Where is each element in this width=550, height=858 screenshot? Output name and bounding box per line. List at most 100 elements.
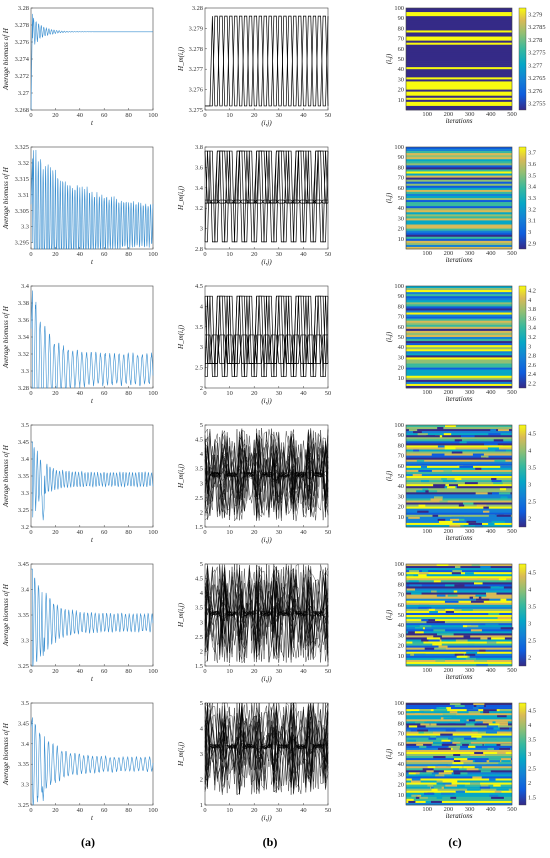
heatmap-noise-cell — [480, 457, 486, 460]
heatmap-noise-cell — [443, 469, 452, 473]
hm-series-line — [205, 295, 329, 377]
x-tick-label: 0 — [203, 529, 206, 536]
y-tick-label: 3.4 — [21, 587, 30, 594]
heatmap-noise-cell — [487, 739, 499, 743]
x-tick-label: 40 — [77, 251, 83, 258]
heatmap-noise-cell — [494, 459, 506, 463]
heatmap-noise-cell — [477, 578, 488, 581]
y-tick-label: 3.45 — [18, 720, 29, 727]
x-axis-label: iterations — [446, 117, 473, 125]
heatmap-noise-cell — [459, 465, 474, 469]
heatmap-noise-cell — [486, 447, 499, 450]
heatmap-noise-cell — [464, 725, 475, 728]
heatmap-noise-cell — [433, 484, 446, 487]
heatmap-noise-cell — [427, 766, 436, 769]
y-tick-label: 40 — [398, 344, 404, 351]
heatmap-row-band — [406, 496, 512, 499]
heatmap-row-band — [406, 153, 512, 156]
colorbar-tick-label: 3.276 — [528, 88, 542, 95]
y-tick-label: 90 — [398, 571, 404, 578]
heatmap-row-band — [406, 101, 512, 105]
heatmap-noise-cell — [419, 772, 432, 775]
hm-series-line — [204, 295, 328, 364]
heatmap-row-band — [406, 290, 512, 293]
heatmap-row-band — [406, 522, 512, 526]
x-tick-label: 10 — [226, 112, 232, 119]
heatmap-noise-cell — [491, 480, 502, 483]
heatmap-noise-cell — [484, 743, 497, 747]
heatmap-row-band — [406, 46, 512, 50]
heatmap-noise-cell — [498, 747, 510, 751]
heatmap-row-band — [406, 361, 512, 364]
heatmap-row-band — [406, 455, 512, 458]
colorbar-tick-label: 3.7 — [528, 150, 537, 157]
heatmap-noise-cell — [494, 514, 504, 518]
heatmap-noise-cell — [499, 488, 507, 491]
heatmap-noise-cell — [468, 522, 482, 526]
heatmap-row-band — [406, 71, 512, 74]
heatmap-noise-cell — [454, 584, 465, 587]
y-axis-label: Average biomass of H — [2, 583, 10, 647]
heatmap-row-band — [406, 592, 512, 595]
heatmap-noise-cell — [451, 572, 461, 575]
y-tick-label: 60 — [398, 185, 404, 192]
x-tick-label: 50 — [325, 668, 331, 675]
heatmap-noise-cell — [451, 760, 461, 763]
heatmap-noise-cell — [430, 645, 444, 648]
heatmap-row-band — [406, 77, 512, 80]
y-axis-label: H_m(i,j) — [177, 741, 185, 767]
heatmap-row-band — [406, 198, 512, 201]
heatmap-row-band — [406, 222, 512, 225]
panel-b-row-5: 1.522.533.544.550 10 20 30 40 50(i,j)H_m(i,j) — [177, 561, 331, 683]
heatmap-row-band — [406, 385, 512, 389]
heatmap-noise-cell — [442, 480, 457, 483]
heatmap-noise-cell — [421, 570, 429, 573]
heatmap-row-band — [406, 602, 512, 606]
x-tick-label: 100 — [422, 528, 432, 535]
y-tick-label: 50 — [398, 195, 404, 202]
heatmap-noise-cell — [475, 492, 488, 495]
heatmap-noise-cell — [459, 510, 468, 514]
heatmap-noise-cell — [493, 784, 501, 787]
hm-series-line — [205, 15, 329, 107]
x-tick-label: 100 — [148, 529, 158, 536]
heatmap-noise-cell — [442, 780, 456, 783]
heatmap-noise-cell — [488, 522, 495, 526]
heatmap-noise-cell — [488, 612, 500, 616]
y-tick-label: 3.4 — [21, 741, 30, 748]
y-tick-label: 3.31 — [18, 192, 29, 199]
heatmap-noise-cell — [437, 621, 445, 624]
y-tick-label: 3.3 — [21, 782, 29, 789]
y-tick-label: 3.325 — [15, 144, 29, 151]
x-tick-label: 400 — [486, 806, 496, 813]
heatmap-row-band — [406, 345, 512, 348]
heatmap-noise-cell — [493, 439, 504, 442]
heatmap-noise-cell — [417, 510, 429, 514]
heatmap-noise-cell — [428, 737, 437, 741]
y-tick-label: 80 — [398, 442, 404, 449]
heatmap-noise-cell — [497, 751, 506, 755]
heatmap-noise-cell — [476, 721, 487, 724]
heatmap-row-band — [406, 210, 512, 213]
heatmap-row-band — [406, 224, 512, 227]
heatmap-row-band — [406, 731, 512, 734]
heatmap-row-band — [406, 204, 512, 207]
heatmap-row-band — [406, 40, 512, 43]
heatmap-noise-cell — [418, 574, 427, 577]
heatmap-noise-cell — [445, 784, 458, 787]
y-tick-label: 1 — [200, 802, 203, 809]
heatmap-noise-cell — [414, 627, 423, 630]
heatmap-noise-cell — [448, 723, 456, 726]
heatmap-noise-cell — [467, 625, 479, 628]
hm-series-line — [204, 428, 329, 506]
heatmap-row-band — [406, 65, 512, 68]
heatmap-row-band — [406, 200, 512, 203]
y-axis-label: (i,j) — [385, 609, 393, 620]
x-tick-label: 10 — [226, 668, 232, 675]
x-tick-label: 100 — [422, 806, 432, 813]
hm-series-line — [204, 567, 329, 664]
heatmap-noise-cell — [441, 478, 447, 481]
heatmap-noise-cell — [445, 729, 456, 732]
heatmap-noise-cell — [433, 496, 443, 499]
